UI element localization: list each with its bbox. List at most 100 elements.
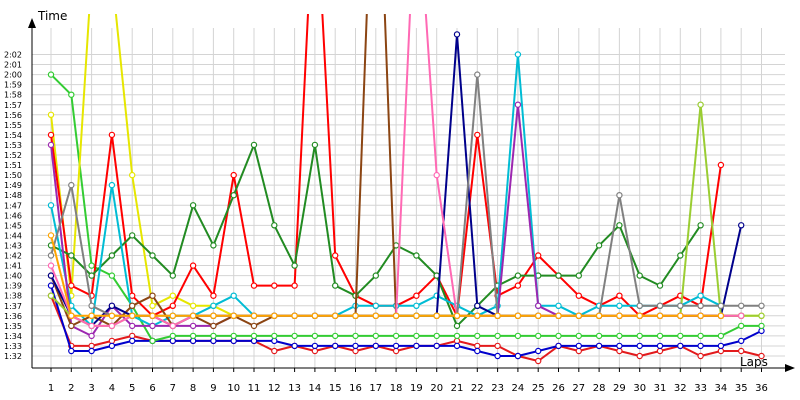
series-6-point [271,222,278,229]
y-tick-label: 1:43 [4,241,22,250]
series-1-point [88,342,95,350]
x-axis-arrow [785,364,795,372]
y-axis-title: Time [37,9,67,23]
series-14-point [453,312,461,319]
series-2-point [392,342,400,350]
series-14-point [189,312,197,319]
series-5-point [169,302,176,309]
series-14-point [595,312,603,319]
series-5-point [230,171,237,179]
y-tick-label: 1:59 [4,81,22,90]
x-tick-label: 1 [48,383,54,394]
series-3-point [413,332,420,340]
y-tick-label: 1:41 [4,262,22,271]
series-6-point [128,232,136,239]
series-1-point [738,347,745,355]
x-tick-label: 7 [170,383,176,394]
series-10-point [47,272,55,279]
series-6-point [636,272,643,279]
series-14-point [230,312,237,319]
series-2-point [311,342,319,350]
series-5-point [189,262,197,269]
series-12-point [433,171,440,179]
series-2-point [68,347,75,355]
series-6-point [656,282,664,289]
series-13-point [717,302,725,309]
series-line-14 [50,235,721,317]
series-line-3 [50,73,762,342]
series-2-point [433,342,440,350]
series-4-point [128,171,136,179]
series-6-point [595,242,603,249]
series-7-point [616,302,623,309]
series-6-point [514,272,522,279]
series-2-point [697,342,704,350]
series-1-point [616,347,623,355]
series-3-point [717,332,725,340]
series-13-point [738,302,745,309]
y-tick-label: 1:45 [4,221,22,230]
series-14-point [656,312,664,319]
series-1-point [392,347,400,355]
y-tick-label: 1:52 [4,151,22,160]
y-tick-label: 1:32 [4,352,22,361]
x-tick-label: 19 [410,383,423,394]
series-14-point [697,312,704,319]
x-tick-label: 6 [149,383,155,394]
x-tick-label: 10 [227,383,240,394]
series-5-point [128,292,136,299]
y-tick-label: 2:01 [4,61,22,70]
series-6-point [555,272,562,279]
series-14-point [636,312,643,319]
x-tick-label: 14 [309,383,322,394]
series-2-point [494,352,501,360]
series-14-point [494,312,501,319]
series-3-point [332,332,339,340]
series-5-point [332,252,339,259]
x-tick-label: 3 [88,383,94,394]
x-tick-label: 28 [593,383,606,394]
series-14-point [535,312,542,319]
series-13-point [758,302,765,309]
series-7-point [555,302,562,309]
series-14-point [555,312,562,319]
series-2-point [677,342,684,350]
x-tick-label: 23 [491,383,504,394]
series-3-point [677,332,684,340]
series-4-point [47,111,55,119]
series-3-point [189,332,197,340]
y-axis-arrow [28,18,36,28]
series-9-point [149,292,156,299]
series-14-point [352,312,359,319]
series-3-point [250,332,258,340]
series-14-point [311,312,319,319]
series-7-point [210,302,217,309]
series-3-point [210,332,217,340]
series-2-point [108,342,116,350]
x-tick-label: 30 [633,383,646,394]
series-line-4 [50,14,762,317]
series-2-point [332,342,339,350]
series-3-point [169,332,176,340]
series-13-point [697,302,704,309]
y-tick-label: 1:51 [4,161,22,170]
series-14-point [250,312,258,319]
y-tick-label: 1:44 [4,231,22,240]
series-14-point [149,312,156,319]
x-tick-label: 9 [210,383,216,394]
series-14-point [514,312,522,319]
x-tick-label: 31 [654,383,667,394]
series-5-point [413,292,420,299]
series-3-point [514,332,522,340]
series-3-point [738,322,745,330]
y-tick-label: 1:49 [4,181,22,190]
series-10-point [453,31,461,38]
x-tick-label: 4 [109,383,115,394]
series-5-point [474,131,481,139]
series-7-point [372,302,379,309]
series-1-point [717,347,725,355]
series-6-point [291,262,298,269]
y-tick-label: 1:38 [4,292,22,301]
